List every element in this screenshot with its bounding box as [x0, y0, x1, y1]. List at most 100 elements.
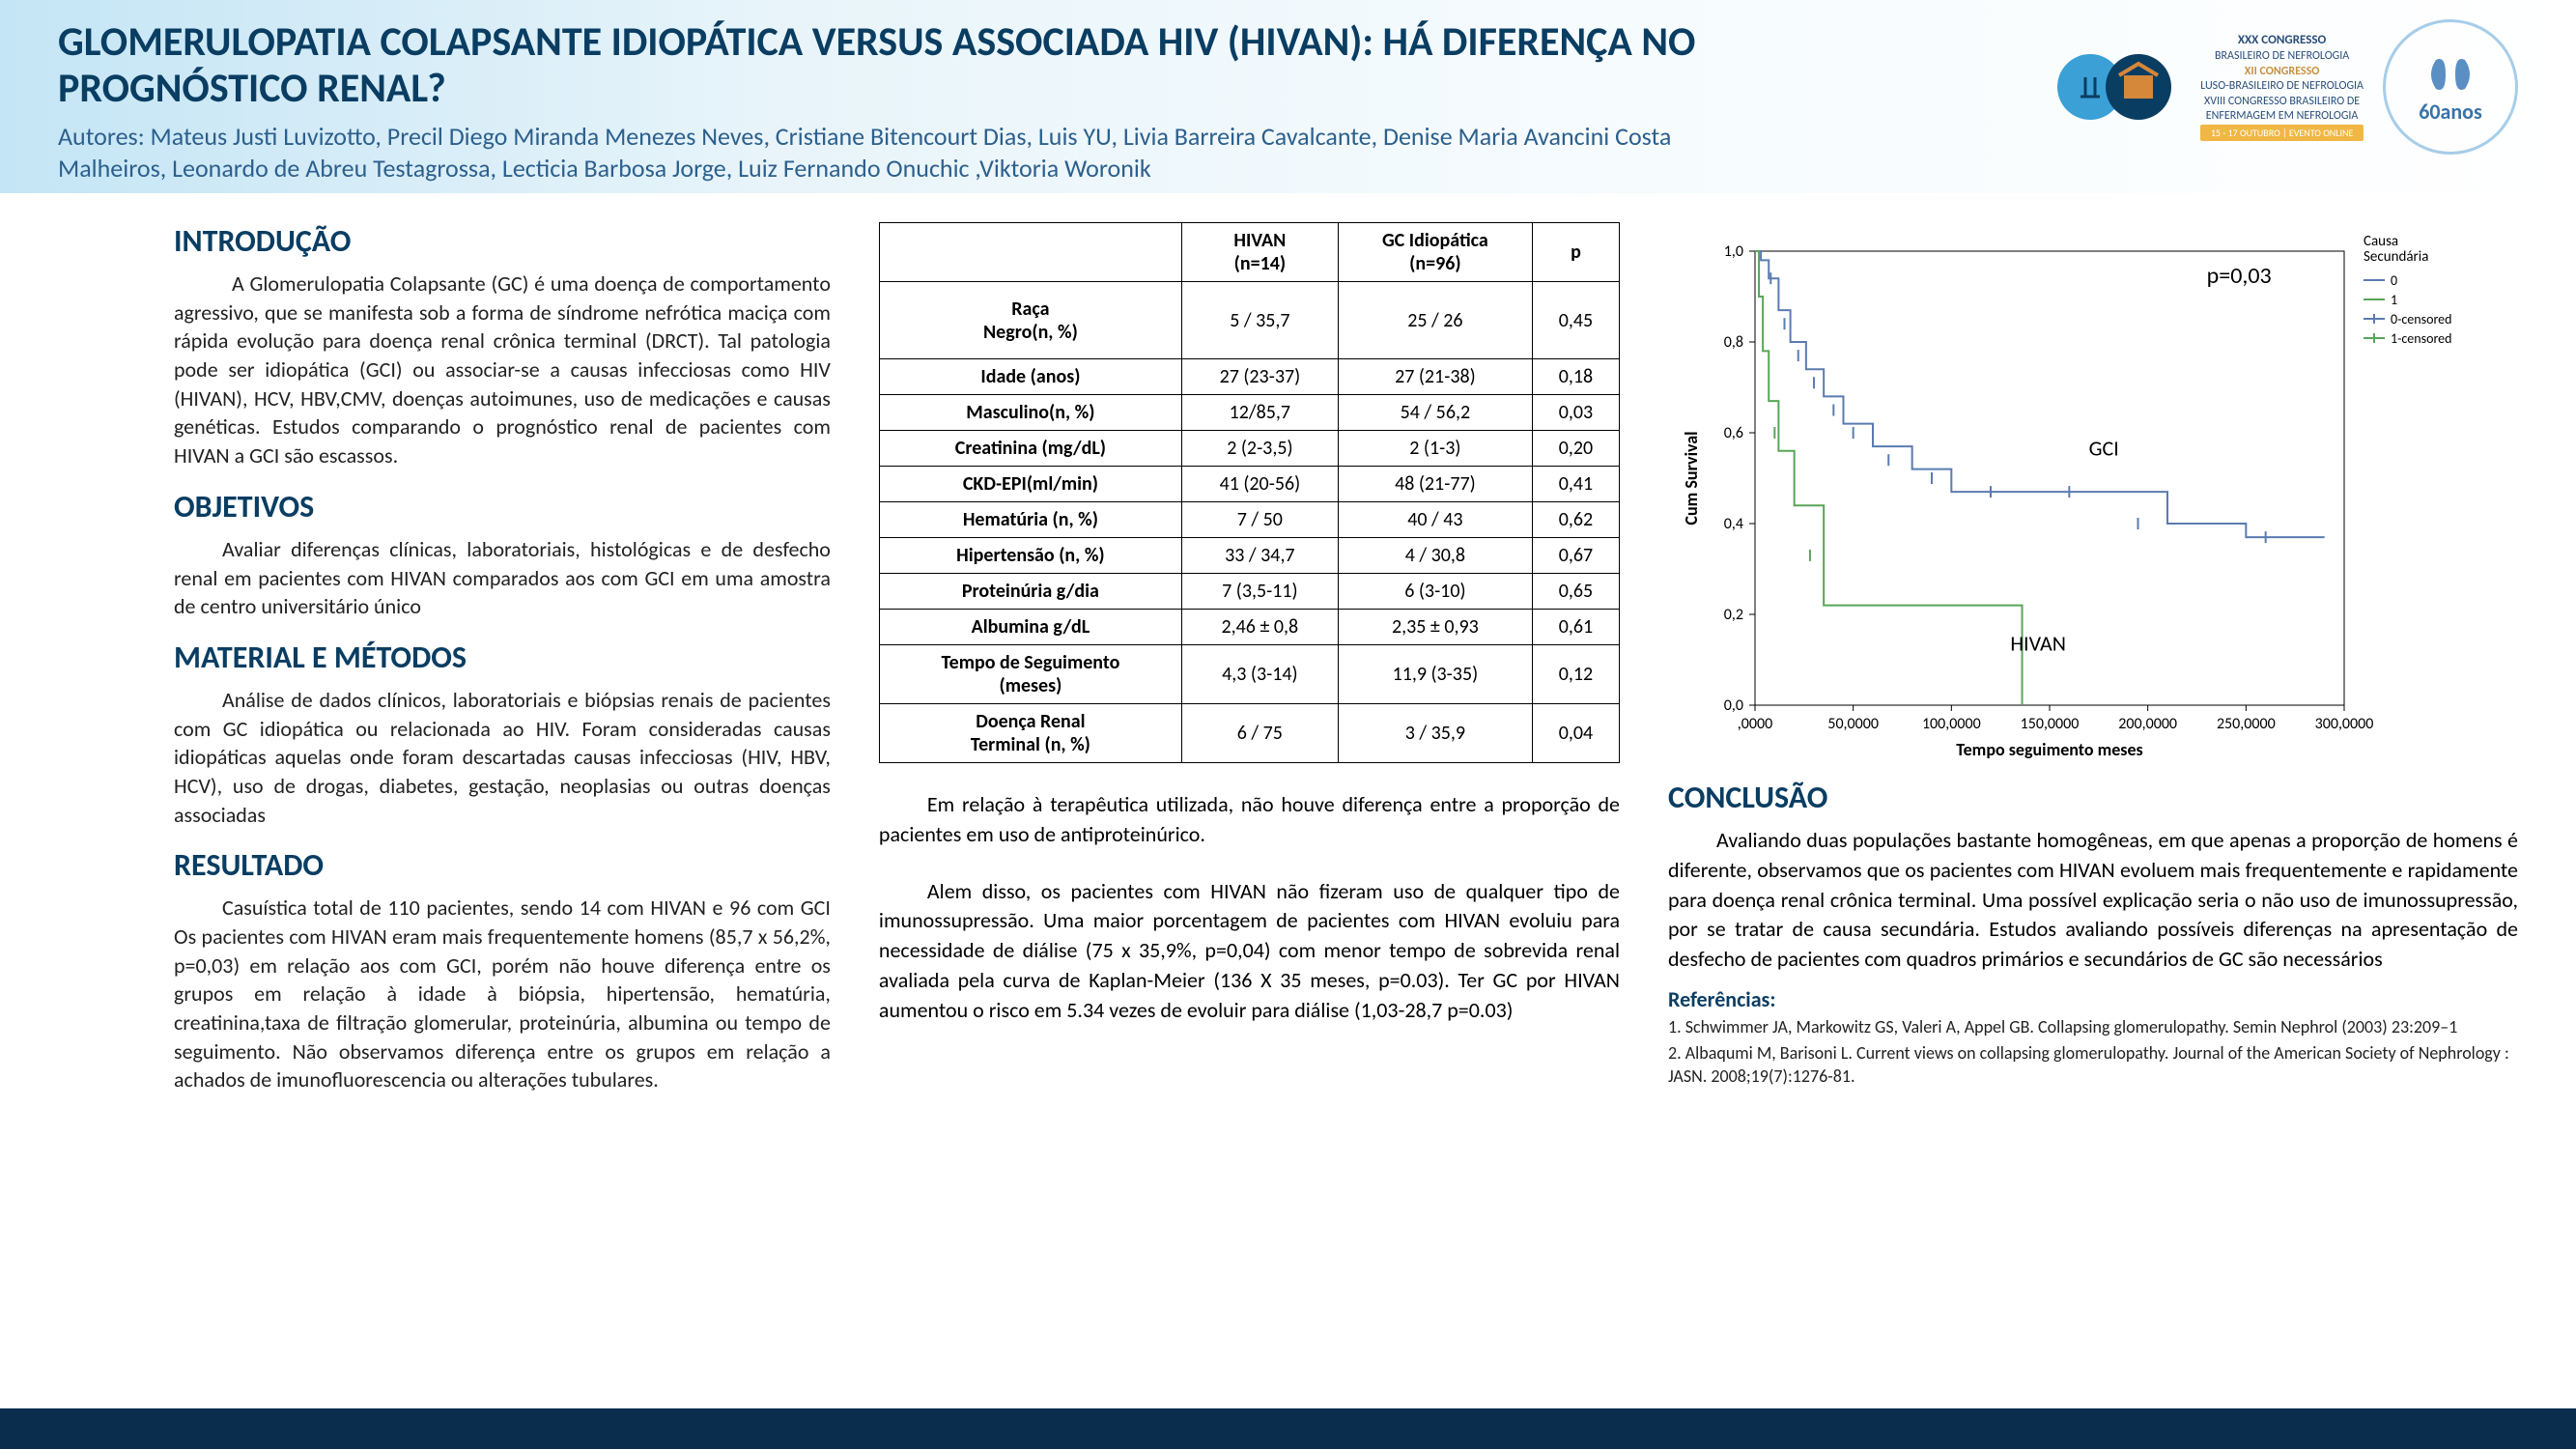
- svg-text:50,0000: 50,0000: [1827, 715, 1879, 733]
- results-text: Casuística total de 110 pacientes, sendo…: [174, 894, 831, 1094]
- svg-text:1-censored: 1-censored: [2391, 330, 2452, 347]
- data-cell: 6 / 75: [1181, 704, 1338, 763]
- data-cell: 2 (2-3,5): [1181, 431, 1338, 467]
- objectives-title: OBJETIVOS: [174, 488, 831, 526]
- row-label-cell: Idade (anos): [879, 359, 1181, 395]
- congress-line4: LUSO-BRASILEIRO DE NEFROLOGIA: [2200, 79, 2364, 95]
- table-header-cell: [879, 223, 1181, 282]
- data-cell: 2,46 ± 0,8: [1181, 610, 1338, 645]
- svg-text:0: 0: [2391, 272, 2397, 289]
- data-cell: 7 (3,5-11): [1181, 574, 1338, 610]
- methods-title: MATERIAL E MÉTODOS: [174, 639, 831, 676]
- table-row: Proteinúria g/dia7 (3,5-11)6 (3-10)0,65: [879, 574, 1619, 610]
- objectives-text: Avaliar diferenças clínicas, laboratoria…: [174, 535, 831, 621]
- data-cell: 33 / 34,7: [1181, 538, 1338, 574]
- table-header-cell: HIVAN(n=14): [1181, 223, 1338, 282]
- svg-text:200,0000: 200,0000: [2118, 715, 2177, 733]
- poster-title: GLOMERULOPATIA COLAPSANTE IDIOPÁTICA VER…: [58, 19, 1700, 113]
- svg-text:150,0000: 150,0000: [2021, 715, 2080, 733]
- header-banner: GLOMERULOPATIA COLAPSANTE IDIOPÁTICA VER…: [0, 0, 2576, 193]
- svg-text:1,0: 1,0: [1724, 242, 1743, 261]
- intro-text: A Glomerulopatia Colapsante (GC) é uma d…: [174, 270, 831, 470]
- comparison-table: HIVAN(n=14)GC Idiopática(n=96)pRaça Negr…: [879, 222, 1620, 763]
- authors-list: Autores: Mateus Justi Luvizotto, Precil …: [58, 121, 1700, 186]
- sbn-years: 60anos: [2419, 99, 2482, 125]
- data-cell: 54 / 56,2: [1338, 395, 1532, 431]
- row-label-cell: Albumina g/dL: [879, 610, 1181, 645]
- congress-line2: BRASILEIRO DE NEFROLOGIA: [2200, 49, 2364, 65]
- svg-text:0,6: 0,6: [1724, 424, 1743, 442]
- svg-text:0,2: 0,2: [1724, 606, 1743, 624]
- svg-text:0,8: 0,8: [1724, 333, 1743, 352]
- congress-line7: 15 - 17 OUTUBRO | EVENTO ONLINE: [2200, 125, 2364, 141]
- data-cell: 7 / 50: [1181, 502, 1338, 538]
- svg-text:GCI: GCI: [2089, 436, 2119, 462]
- table-row: Hipertensão (n, %)33 / 34,74 / 30,80,67: [879, 538, 1619, 574]
- data-cell: 0,65: [1532, 574, 1619, 610]
- congress-line3: XII CONGRESSO: [2200, 65, 2364, 80]
- svg-text:300,0000: 300,0000: [2315, 715, 2374, 733]
- data-cell: 25 / 26: [1338, 282, 1532, 359]
- table-row: Albumina g/dL2,46 ± 0,82,35 ± 0,930,61: [879, 610, 1619, 645]
- content-area: INTRODUÇÃO A Glomerulopatia Colapsante (…: [0, 193, 2576, 1114]
- right-column: 0,00,20,40,60,81,0,000050,0000100,000015…: [1668, 222, 2518, 1094]
- row-label-cell: Raça Negro(n, %): [879, 282, 1181, 359]
- svg-text:100,0000: 100,0000: [1922, 715, 1981, 733]
- data-cell: 27 (21-38): [1338, 359, 1532, 395]
- data-cell: 6 (3-10): [1338, 574, 1532, 610]
- left-column: INTRODUÇÃO A Glomerulopatia Colapsante (…: [174, 222, 831, 1094]
- logos-container: XXX CONGRESSO BRASILEIRO DE NEFROLOGIA X…: [2052, 19, 2518, 155]
- svg-text:p=0,03: p=0,03: [2207, 262, 2272, 290]
- data-cell: 0,12: [1532, 645, 1619, 704]
- row-label-cell: Tempo de Seguimento(meses): [879, 645, 1181, 704]
- svg-text:Cum Survival: Cum Survival: [1681, 431, 1702, 525]
- svg-text:0,4: 0,4: [1724, 515, 1743, 533]
- footer-bar: [0, 1408, 2576, 1449]
- table-row: Doença RenalTerminal (n, %)6 / 753 / 35,…: [879, 704, 1619, 763]
- table-header-cell: GC Idiopática(n=96): [1338, 223, 1532, 282]
- data-cell: 41 (20-56): [1181, 467, 1338, 502]
- data-cell: 4,3 (3-14): [1181, 645, 1338, 704]
- row-label-cell: Creatinina (mg/dL): [879, 431, 1181, 467]
- data-cell: 0,03: [1532, 395, 1619, 431]
- data-cell: 4 / 30,8: [1338, 538, 1532, 574]
- sbn-logo: 60anos: [2383, 19, 2518, 155]
- data-cell: 0,41: [1532, 467, 1619, 502]
- row-label-cell: Hipertensão (n, %): [879, 538, 1181, 574]
- row-label-cell: Doença RenalTerminal (n, %): [879, 704, 1181, 763]
- conclusion-text: Avaliando duas populações bastante homog…: [1668, 826, 2518, 975]
- row-label-cell: CKD-EPI(ml/min): [879, 467, 1181, 502]
- svg-text:Secundária: Secundária: [2364, 248, 2428, 266]
- data-cell: 2 (1-3): [1338, 431, 1532, 467]
- reference-1: 1. Schwimmer JA, Markowitz GS, Valeri A,…: [1668, 1016, 2518, 1038]
- results-title: RESULTADO: [174, 846, 831, 884]
- svg-text:HIVAN: HIVAN: [2010, 631, 2066, 657]
- table-row: Raça Negro(n, %)5 / 35,725 / 260,45: [879, 282, 1619, 359]
- data-cell: 0,62: [1532, 502, 1619, 538]
- references-title: Referências:: [1668, 986, 2518, 1012]
- table-row: Tempo de Seguimento(meses)4,3 (3-14)11,9…: [879, 645, 1619, 704]
- data-cell: 11,9 (3-35): [1338, 645, 1532, 704]
- row-label-cell: Hematúria (n, %): [879, 502, 1181, 538]
- svg-text:0,0: 0,0: [1724, 696, 1743, 715]
- data-cell: 27 (23-37): [1181, 359, 1338, 395]
- methods-text: Análise de dados clínicos, laboratoriais…: [174, 686, 831, 829]
- results-para-1: Em relação à terapêutica utilizada, não …: [879, 790, 1620, 850]
- reference-2: 2. Albaqumi M, Barisoni L. Current views…: [1668, 1042, 2518, 1088]
- table-row: Creatinina (mg/dL)2 (2-3,5)2 (1-3)0,20: [879, 431, 1619, 467]
- data-cell: 0,67: [1532, 538, 1619, 574]
- congress-line5: XVIII CONGRESSO BRASILEIRO DE: [2200, 95, 2364, 110]
- data-cell: 0,18: [1532, 359, 1619, 395]
- data-cell: 2,35 ± 0,93: [1338, 610, 1532, 645]
- svg-text:1: 1: [2391, 292, 2397, 308]
- data-cell: 40 / 43: [1338, 502, 1532, 538]
- congress-icon: [2052, 29, 2187, 145]
- svg-text:250,0000: 250,0000: [2217, 715, 2276, 733]
- row-label-cell: Proteinúria g/dia: [879, 574, 1181, 610]
- congress-line1: XXX CONGRESSO: [2200, 33, 2364, 49]
- intro-title: INTRODUÇÃO: [174, 222, 831, 260]
- data-cell: 12/85,7: [1181, 395, 1338, 431]
- row-label-cell: Masculino(n, %): [879, 395, 1181, 431]
- kidney-icon: [2417, 50, 2484, 99]
- svg-text:Tempo seguimento meses: Tempo seguimento meses: [1956, 739, 2142, 760]
